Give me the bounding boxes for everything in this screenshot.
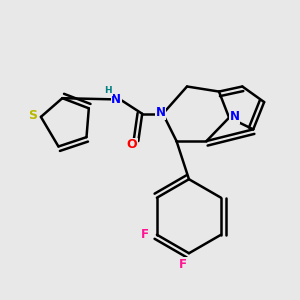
Text: N: N [230, 110, 239, 123]
Text: N: N [111, 93, 121, 106]
Text: F: F [179, 258, 187, 271]
Text: O: O [127, 138, 137, 152]
Text: F: F [140, 228, 148, 241]
Text: S: S [28, 109, 37, 122]
Text: H: H [104, 86, 112, 95]
Text: N: N [156, 106, 166, 119]
